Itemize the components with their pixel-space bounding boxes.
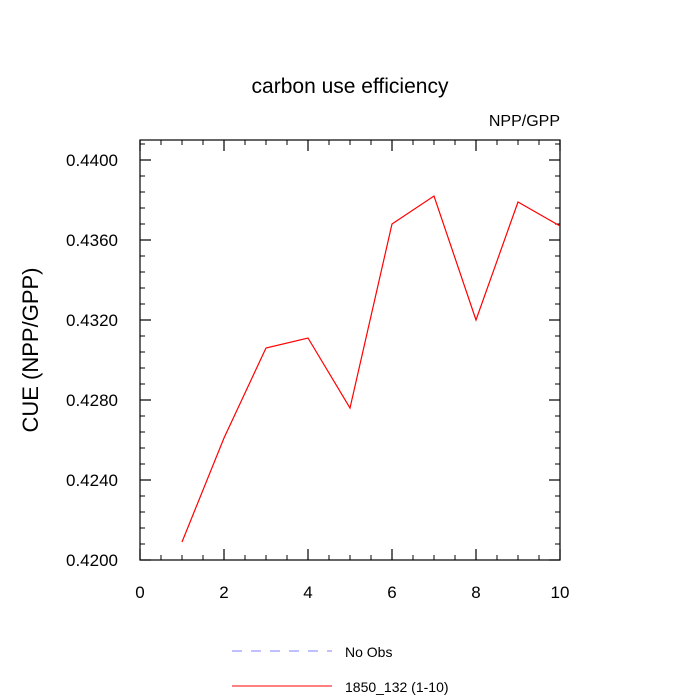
x-tick-label: 4 bbox=[303, 583, 312, 602]
chart-subtitle: NPP/GPP bbox=[489, 113, 560, 130]
x-tick-label: 10 bbox=[551, 583, 570, 602]
x-tick-label: 6 bbox=[387, 583, 396, 602]
chart-title: carbon use efficiency bbox=[252, 75, 449, 98]
axis-ticks: 0 2 4 6 8 10 0.4200 0.4240 0.4280 0.4320 0.4360 0.4… bbox=[66, 140, 569, 602]
legend-label: 1850_132 (1-10) bbox=[345, 679, 449, 695]
legend: No Obs 1850_132 (1-10) bbox=[232, 644, 449, 695]
x-tick-label: 2 bbox=[219, 583, 228, 602]
plot-frame bbox=[139, 139, 561, 561]
series-layer bbox=[181, 195, 561, 543]
legend-label: No Obs bbox=[345, 644, 392, 660]
y-axis-label: CUE (NPP/GPP) bbox=[18, 267, 43, 432]
y-tick-label: 0.4280 bbox=[66, 391, 118, 410]
y-tick-label: 0.4320 bbox=[66, 311, 118, 330]
y-tick-label: 0.4200 bbox=[66, 551, 118, 570]
series-line bbox=[181, 195, 561, 543]
x-tick-label: 0 bbox=[135, 583, 144, 602]
y-tick-label: 0.4400 bbox=[66, 151, 118, 170]
x-tick-label: 8 bbox=[471, 583, 480, 602]
y-tick-label: 0.4240 bbox=[66, 471, 118, 490]
y-tick-label: 0.4360 bbox=[66, 231, 118, 250]
